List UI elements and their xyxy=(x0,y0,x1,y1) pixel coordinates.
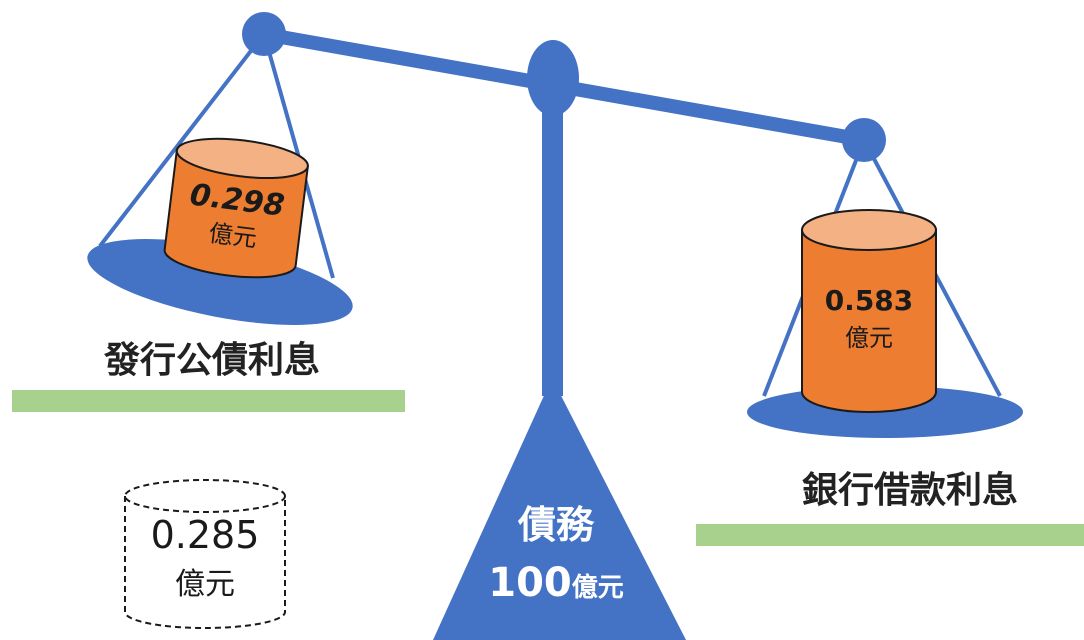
left-cylinder-unit: 億元 xyxy=(207,219,258,253)
fulcrum-title: 債務 xyxy=(517,503,595,547)
right-cylinder-value: 0.583 xyxy=(825,284,914,317)
difference-cylinder-body xyxy=(124,496,286,629)
left-cylinder-top xyxy=(175,137,309,179)
fulcrum-amount: 100 xyxy=(488,560,572,606)
left-beam-knob xyxy=(242,12,286,56)
right-cylinder-body xyxy=(801,229,937,413)
right-pan-label: 銀行借款利息 xyxy=(802,470,1018,511)
difference-cylinder-top xyxy=(124,479,286,513)
left-pan-label: 發行公債利息 xyxy=(103,340,320,381)
left-cylinder-body xyxy=(163,149,309,279)
difference-unit: 億元 xyxy=(175,567,235,602)
difference-cylinder: 0.285 億元 xyxy=(124,479,286,629)
fulcrum-amount-line: 100億元 xyxy=(488,560,624,606)
right-cylinder-top xyxy=(801,209,937,251)
left-cylinder: 0.298 億元 xyxy=(163,137,309,279)
difference-value: 0.285 xyxy=(151,513,260,557)
right-cylinder: 0.583 億元 xyxy=(801,209,937,413)
right-label-underline xyxy=(696,524,1084,546)
right-beam-knob xyxy=(842,118,886,162)
right-cylinder-unit: 億元 xyxy=(845,324,893,352)
fulcrum-amount-unit: 億元 xyxy=(572,573,624,603)
scale-post xyxy=(542,96,563,396)
pivot-oval xyxy=(527,40,579,116)
fulcrum-base xyxy=(433,378,686,640)
left-label-underline xyxy=(12,390,405,412)
left-pan-string xyxy=(98,32,266,248)
left-pan xyxy=(87,239,353,325)
